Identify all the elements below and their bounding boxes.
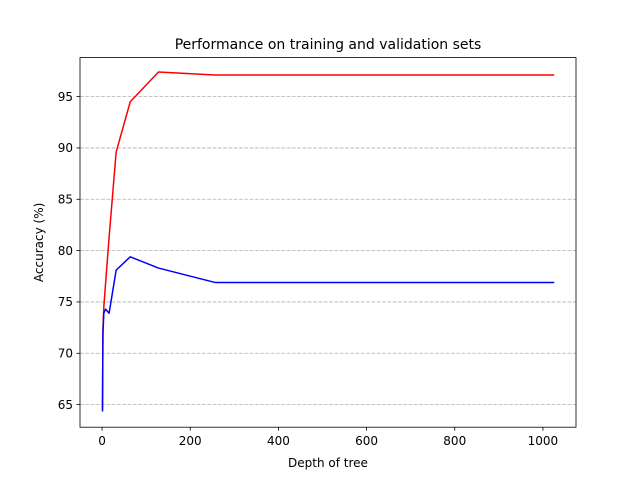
x-tick-label: 800: [443, 434, 466, 448]
y-tick-label: 80: [58, 244, 73, 258]
chart-title: Performance on training and validation s…: [175, 37, 482, 53]
x-axis-label: Depth of tree: [288, 456, 368, 470]
y-tick-label: 65: [58, 398, 73, 412]
x-tick-label: 200: [179, 434, 202, 448]
series-line-blue: [101, 256, 555, 412]
plot-frame: [79, 57, 577, 428]
x-tick-label: 0: [98, 434, 106, 448]
grid-layer: [80, 96, 576, 406]
y-axis-label: Accuracy (%): [32, 203, 46, 282]
series-layer: [101, 71, 555, 412]
y-tick-label: 75: [58, 295, 73, 309]
y-tick-label: 85: [58, 193, 73, 207]
tick-layer: 65 70 75 80 85 90 95 0 200 400 600 800 1000: [58, 90, 558, 448]
y-tick-label: 90: [58, 141, 73, 155]
x-tick-label: 400: [267, 434, 290, 448]
y-tick-label: 70: [58, 347, 73, 361]
x-tick-label: 600: [355, 434, 378, 448]
x-tick-label: 1000: [528, 434, 559, 448]
y-tick-label: 95: [58, 90, 73, 104]
